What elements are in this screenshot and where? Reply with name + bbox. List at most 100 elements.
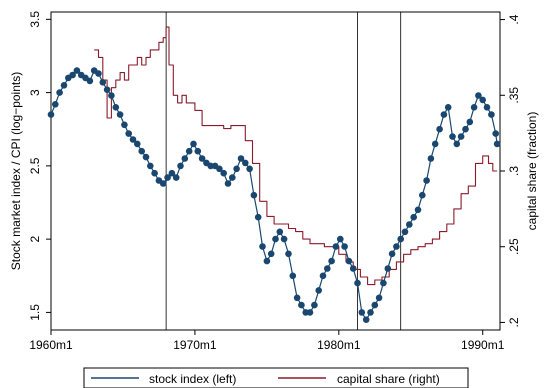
data-point <box>272 235 279 243</box>
data-point <box>108 92 115 99</box>
data-point <box>440 111 448 118</box>
data-point <box>483 104 491 111</box>
data-point <box>125 130 132 137</box>
data-point <box>362 316 370 324</box>
y-right-tick-label: .4 <box>507 14 521 24</box>
data-point <box>492 130 500 137</box>
data-point <box>410 213 418 221</box>
capital-share-series <box>94 26 498 286</box>
data-point <box>328 257 335 265</box>
data-point <box>419 191 426 199</box>
data-point <box>198 155 206 162</box>
data-point <box>259 243 266 250</box>
data-point <box>293 294 301 302</box>
data-point <box>147 162 154 170</box>
y-right-tick-label: .25 <box>507 238 521 255</box>
y-left-tick-label: 2 <box>28 235 42 242</box>
y-left-tick-label: 2.5 <box>28 157 42 174</box>
x-tick-label: 1970m1 <box>173 338 217 352</box>
y-right-tick-label: .35 <box>507 87 521 104</box>
data-point <box>224 180 232 187</box>
data-point <box>103 86 111 93</box>
data-point <box>397 235 405 243</box>
y-axis-right-label: capital share (fraction) <box>525 112 539 231</box>
y-right-tick-label: .2 <box>507 317 521 327</box>
data-point <box>449 133 456 140</box>
data-point <box>60 82 68 89</box>
data-point <box>414 206 422 214</box>
data-point <box>436 125 443 133</box>
data-point <box>168 169 176 177</box>
data-point <box>423 177 430 184</box>
data-point <box>401 228 409 236</box>
data-point <box>47 111 55 118</box>
data-point <box>315 287 323 294</box>
y-axis-left-label: Stock market index / CPI (log−points) <box>9 72 23 270</box>
data-point <box>371 301 379 309</box>
legend-box <box>83 367 469 388</box>
y-right-tick-label: .3 <box>507 166 521 176</box>
data-point <box>367 309 374 316</box>
data-point <box>250 191 258 199</box>
data-point <box>151 169 158 177</box>
data-point <box>99 79 107 86</box>
data-point <box>388 250 396 258</box>
data-point <box>384 265 392 272</box>
x-tick-label: 1980m1 <box>317 338 361 352</box>
x-axis: 1960m1 1970m1 1980m1 1990m1 <box>29 330 505 352</box>
data-point <box>129 136 137 143</box>
data-point <box>86 77 94 85</box>
data-point <box>431 140 439 148</box>
data-point <box>462 125 469 133</box>
data-point <box>69 71 76 79</box>
data-point <box>337 235 344 243</box>
data-point <box>267 250 275 258</box>
data-point <box>56 89 63 96</box>
data-point <box>181 155 189 162</box>
data-point <box>324 265 331 272</box>
data-point <box>289 272 297 280</box>
legend: stock index (left) capital share (right) <box>83 367 469 388</box>
data-point <box>276 228 284 236</box>
data-point <box>354 279 361 287</box>
data-point <box>475 92 482 99</box>
data-point <box>216 165 223 173</box>
data-point <box>479 96 487 104</box>
data-point <box>444 104 452 111</box>
data-point <box>95 70 102 77</box>
data-point <box>280 235 288 243</box>
data-point <box>341 243 348 250</box>
data-point <box>194 147 202 155</box>
data-point <box>263 257 271 265</box>
data-point <box>237 155 245 162</box>
data-point <box>453 140 461 148</box>
data-point <box>177 162 184 170</box>
data-point <box>242 159 249 167</box>
y-left-tick-label: 3.5 <box>28 11 42 28</box>
stock-index-series <box>47 67 501 324</box>
data-point <box>358 309 366 316</box>
data-point <box>185 147 193 155</box>
data-point <box>73 67 81 74</box>
data-point <box>457 133 465 140</box>
series-line <box>94 26 498 286</box>
data-point <box>427 155 435 162</box>
data-point <box>375 294 383 302</box>
data-point <box>488 111 495 118</box>
data-point <box>380 279 387 287</box>
data-point <box>470 104 478 111</box>
data-point <box>254 213 262 221</box>
data-point <box>220 169 227 177</box>
data-point <box>52 101 59 108</box>
y-left-tick-label: 3 <box>28 89 42 96</box>
data-point <box>159 180 167 187</box>
data-point <box>311 301 318 309</box>
data-point <box>393 243 400 250</box>
data-point <box>246 165 253 173</box>
data-point <box>229 174 236 181</box>
data-point <box>466 118 474 126</box>
data-point <box>349 265 357 272</box>
data-point <box>406 221 413 228</box>
